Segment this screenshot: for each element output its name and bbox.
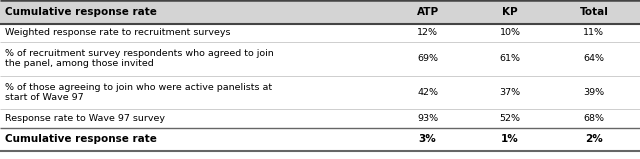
- Text: 39%: 39%: [583, 88, 605, 97]
- Text: 61%: 61%: [500, 54, 520, 63]
- Text: Total: Total: [579, 7, 609, 17]
- Bar: [0, 109, 640, 128]
- Text: 42%: 42%: [417, 88, 438, 97]
- Text: 69%: 69%: [417, 54, 438, 63]
- Text: 11%: 11%: [584, 28, 604, 37]
- Text: Weighted response rate to recruitment surveys: Weighted response rate to recruitment su…: [5, 28, 230, 37]
- Text: 10%: 10%: [500, 28, 520, 37]
- Bar: [0, 76, 640, 109]
- Text: Cumulative response rate: Cumulative response rate: [5, 7, 157, 17]
- Text: 2%: 2%: [585, 134, 603, 144]
- Text: ATP: ATP: [417, 7, 438, 17]
- Text: KP: KP: [502, 7, 518, 17]
- Bar: [0, 42, 640, 76]
- Bar: [0, 24, 640, 42]
- Text: % of those agreeing to join who were active panelists at
start of Wave 97: % of those agreeing to join who were act…: [5, 83, 272, 102]
- Text: 3%: 3%: [419, 134, 436, 144]
- Text: 52%: 52%: [500, 114, 520, 123]
- Text: 1%: 1%: [501, 134, 519, 144]
- Bar: [0, 128, 640, 151]
- Text: 93%: 93%: [417, 114, 438, 123]
- Text: 37%: 37%: [499, 88, 521, 97]
- Text: 68%: 68%: [584, 114, 604, 123]
- Text: 64%: 64%: [584, 54, 604, 63]
- Text: Cumulative response rate: Cumulative response rate: [5, 134, 157, 144]
- Text: % of recruitment survey respondents who agreed to join
the panel, among those in: % of recruitment survey respondents who …: [5, 49, 274, 68]
- Text: 12%: 12%: [417, 28, 438, 37]
- Bar: [0, 0, 640, 24]
- Text: Response rate to Wave 97 survey: Response rate to Wave 97 survey: [5, 114, 165, 123]
